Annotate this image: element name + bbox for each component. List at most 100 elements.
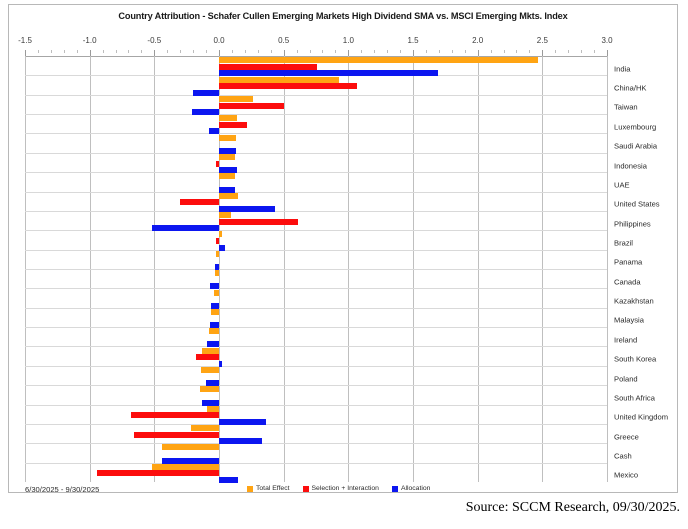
row-gridline — [25, 152, 607, 154]
x-axis-minor-tick — [335, 50, 337, 53]
bar-allocation — [219, 438, 262, 445]
chart-legend: Total Effect Selection + Interaction Alloc… — [247, 485, 430, 492]
x-axis-minor-tick — [503, 50, 505, 53]
bar-selection-interaction — [219, 121, 248, 128]
bar-total-effect — [216, 250, 219, 257]
bar-total-effect — [162, 444, 219, 451]
category-label: Poland — [614, 374, 638, 383]
x-axis-minor-tick — [37, 50, 39, 53]
category-label: China/HK — [614, 83, 647, 93]
row-gridline — [25, 133, 607, 135]
legend-color-swatch — [302, 485, 309, 492]
x-axis-minor-tick — [516, 50, 518, 53]
x-axis-minor-tick — [76, 50, 78, 53]
x-axis-tick-label: 1.0 — [342, 36, 354, 45]
row-gridline — [25, 423, 607, 425]
row-gridline — [25, 114, 607, 116]
bar-total-effect — [219, 212, 231, 219]
x-axis-minor-tick — [529, 50, 531, 53]
bar-total-effect — [219, 154, 235, 161]
legend-item[interactable]: Total Effect — [247, 485, 290, 492]
plot-border-bottom — [25, 56, 607, 57]
category-label: Malaysia — [614, 315, 644, 325]
category-label: Panama — [614, 257, 643, 267]
x-axis-minor-tick — [400, 50, 402, 53]
x-axis-minor-tick — [257, 50, 259, 53]
bar-total-effect — [208, 328, 219, 335]
bar-allocation — [207, 341, 219, 348]
x-axis-major-tick — [283, 50, 285, 57]
bar-allocation — [211, 302, 219, 309]
category-label: Luxembourg — [614, 122, 657, 132]
plot-area — [25, 56, 608, 484]
bar-total-effect — [190, 425, 219, 432]
row-gridline — [25, 346, 607, 348]
row-gridline — [25, 327, 607, 329]
bar-allocation — [208, 128, 219, 135]
bar-allocation — [206, 380, 219, 387]
bar-allocation — [209, 283, 219, 290]
x-axis-major-tick — [477, 50, 479, 57]
x-axis-minor-tick — [568, 50, 570, 53]
category-label: Cash — [614, 451, 632, 461]
legend-item[interactable]: Selection + Interaction — [302, 485, 379, 492]
x-axis-minor-tick — [270, 50, 272, 53]
bar-allocation — [215, 264, 219, 271]
x-axis-major-tick — [413, 50, 414, 57]
legend-color-swatch — [247, 485, 253, 492]
row-gridline — [25, 269, 607, 270]
bar-total-effect — [219, 231, 222, 238]
bar-allocation — [219, 360, 222, 367]
category-label: United States — [614, 199, 660, 209]
x-axis-minor-tick — [50, 50, 52, 53]
x-axis-tick-label: 1.5 — [407, 36, 419, 45]
bar-allocation — [151, 225, 219, 232]
bar-total-effect — [219, 134, 236, 141]
x-axis-tick-label: -1.0 — [82, 36, 97, 45]
category-label: South Korea — [614, 354, 657, 364]
bar-allocation — [219, 477, 239, 484]
x-axis-tick-label: 2.5 — [536, 36, 548, 45]
row-gridline — [25, 385, 607, 387]
row-gridline — [25, 307, 607, 309]
bar-allocation — [202, 399, 219, 406]
x-axis-minor-tick — [387, 50, 389, 53]
bar-selection-interaction — [195, 354, 219, 361]
bar-allocation — [219, 70, 438, 77]
bar-selection-interaction — [216, 160, 219, 167]
x-axis-minor-tick — [231, 50, 233, 53]
row-gridline — [25, 404, 607, 406]
x-axis-major-tick — [219, 50, 220, 57]
x-axis-major-tick — [89, 50, 91, 57]
bar-total-effect — [219, 57, 539, 64]
x-axis-minor-tick — [594, 50, 596, 53]
legend-label: Selection + Interaction — [311, 485, 379, 492]
row-gridline — [25, 210, 607, 212]
row-gridline — [25, 94, 607, 96]
legend-label: Allocation — [400, 485, 431, 492]
x-axis-minor-tick — [425, 50, 427, 53]
row-gridline — [25, 230, 607, 232]
date-range-label: 6/30/2025 - 9/30/2025 — [25, 485, 100, 494]
chart-footer: 6/30/2025 - 9/30/2025 Total Effect Select… — [9, 485, 679, 499]
category-label: Philippines — [614, 219, 651, 229]
category-axis-labels: India China/HK Taiwan Luxembourg Saudi Arabi… — [609, 56, 688, 482]
legend-item[interactable]: Allocation — [391, 485, 431, 492]
bar-total-effect — [219, 115, 238, 122]
x-axis-minor-tick — [555, 50, 557, 53]
bar-selection-interaction — [219, 83, 358, 90]
category-label: South Africa — [614, 393, 655, 403]
bar-allocation — [193, 89, 219, 96]
bar-allocation — [162, 457, 219, 464]
x-axis-tick-label: -0.5 — [147, 36, 162, 45]
x-axis-tick-label: 2.0 — [472, 36, 484, 45]
x-axis-tick-label: 3.0 — [601, 36, 613, 45]
source-note: Source: SCCM Research, 09/30/2025. — [465, 500, 680, 515]
row-gridline — [25, 249, 607, 251]
bar-allocation — [209, 322, 219, 329]
x-axis-minor-tick — [193, 50, 195, 53]
legend-color-swatch — [391, 485, 398, 492]
x-axis-minor-tick — [128, 50, 130, 53]
bar-total-effect — [207, 405, 219, 412]
bar-allocation — [191, 109, 219, 116]
